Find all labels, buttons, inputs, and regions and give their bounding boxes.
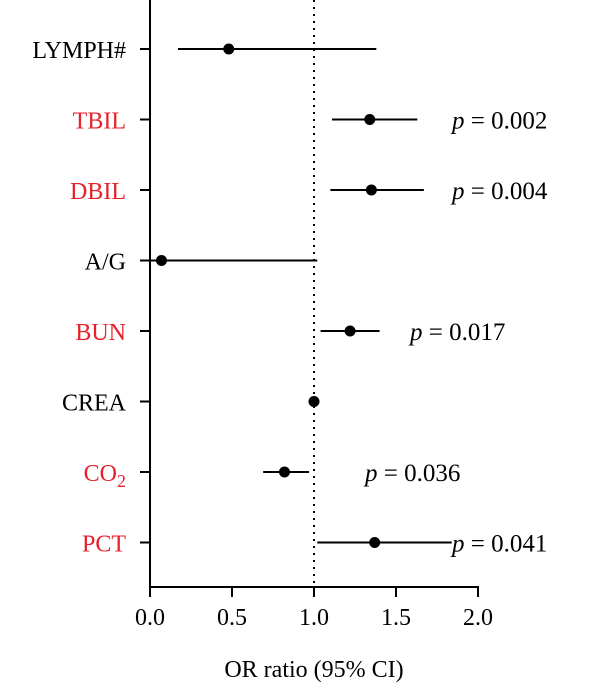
p-value-label: p = 0.041	[450, 531, 547, 558]
estimate-point	[278, 466, 290, 478]
estimate-point	[223, 43, 235, 55]
p-value-label: p = 0.036	[363, 460, 460, 487]
x-tick-label: 0.5	[217, 605, 247, 631]
row-label: BUN	[75, 320, 126, 346]
row-label: LYMPH#	[32, 38, 126, 64]
p-value-label: p = 0.017	[408, 319, 505, 346]
axes: 0.0 0.5 1.0 1.5 2.0	[135, 0, 493, 631]
p-value-label: p = 0.004	[450, 178, 548, 205]
estimate-point	[308, 396, 320, 407]
p-value-label: p = 0.002	[450, 108, 547, 135]
row-label: DBIL	[70, 179, 126, 205]
estimate-point	[369, 537, 381, 548]
x-axis-title: OR ratio (95% CI)	[224, 657, 403, 683]
x-tick-label: 1.0	[299, 605, 329, 631]
row-label: CO2	[84, 461, 126, 491]
row-label-subscript: 2	[117, 471, 126, 491]
row-label: PCT	[82, 532, 126, 558]
data-rows: LYMPH# TBIL p = 0.002 DBIL p = 0.004 A/G BUN p …	[32, 38, 547, 558]
estimate-point	[344, 325, 356, 337]
estimate-point	[364, 114, 376, 125]
estimate-point	[365, 184, 377, 196]
estimate-point	[155, 255, 167, 266]
x-tick-label: 1.5	[381, 605, 411, 631]
row-label: TBIL	[73, 109, 126, 135]
x-tick-label: 2.0	[463, 605, 493, 631]
row-label: A/G	[85, 250, 126, 276]
row-label-main: CO	[84, 461, 117, 487]
row-label: CREA	[62, 391, 127, 417]
x-tick-label: 0.0	[135, 605, 165, 631]
